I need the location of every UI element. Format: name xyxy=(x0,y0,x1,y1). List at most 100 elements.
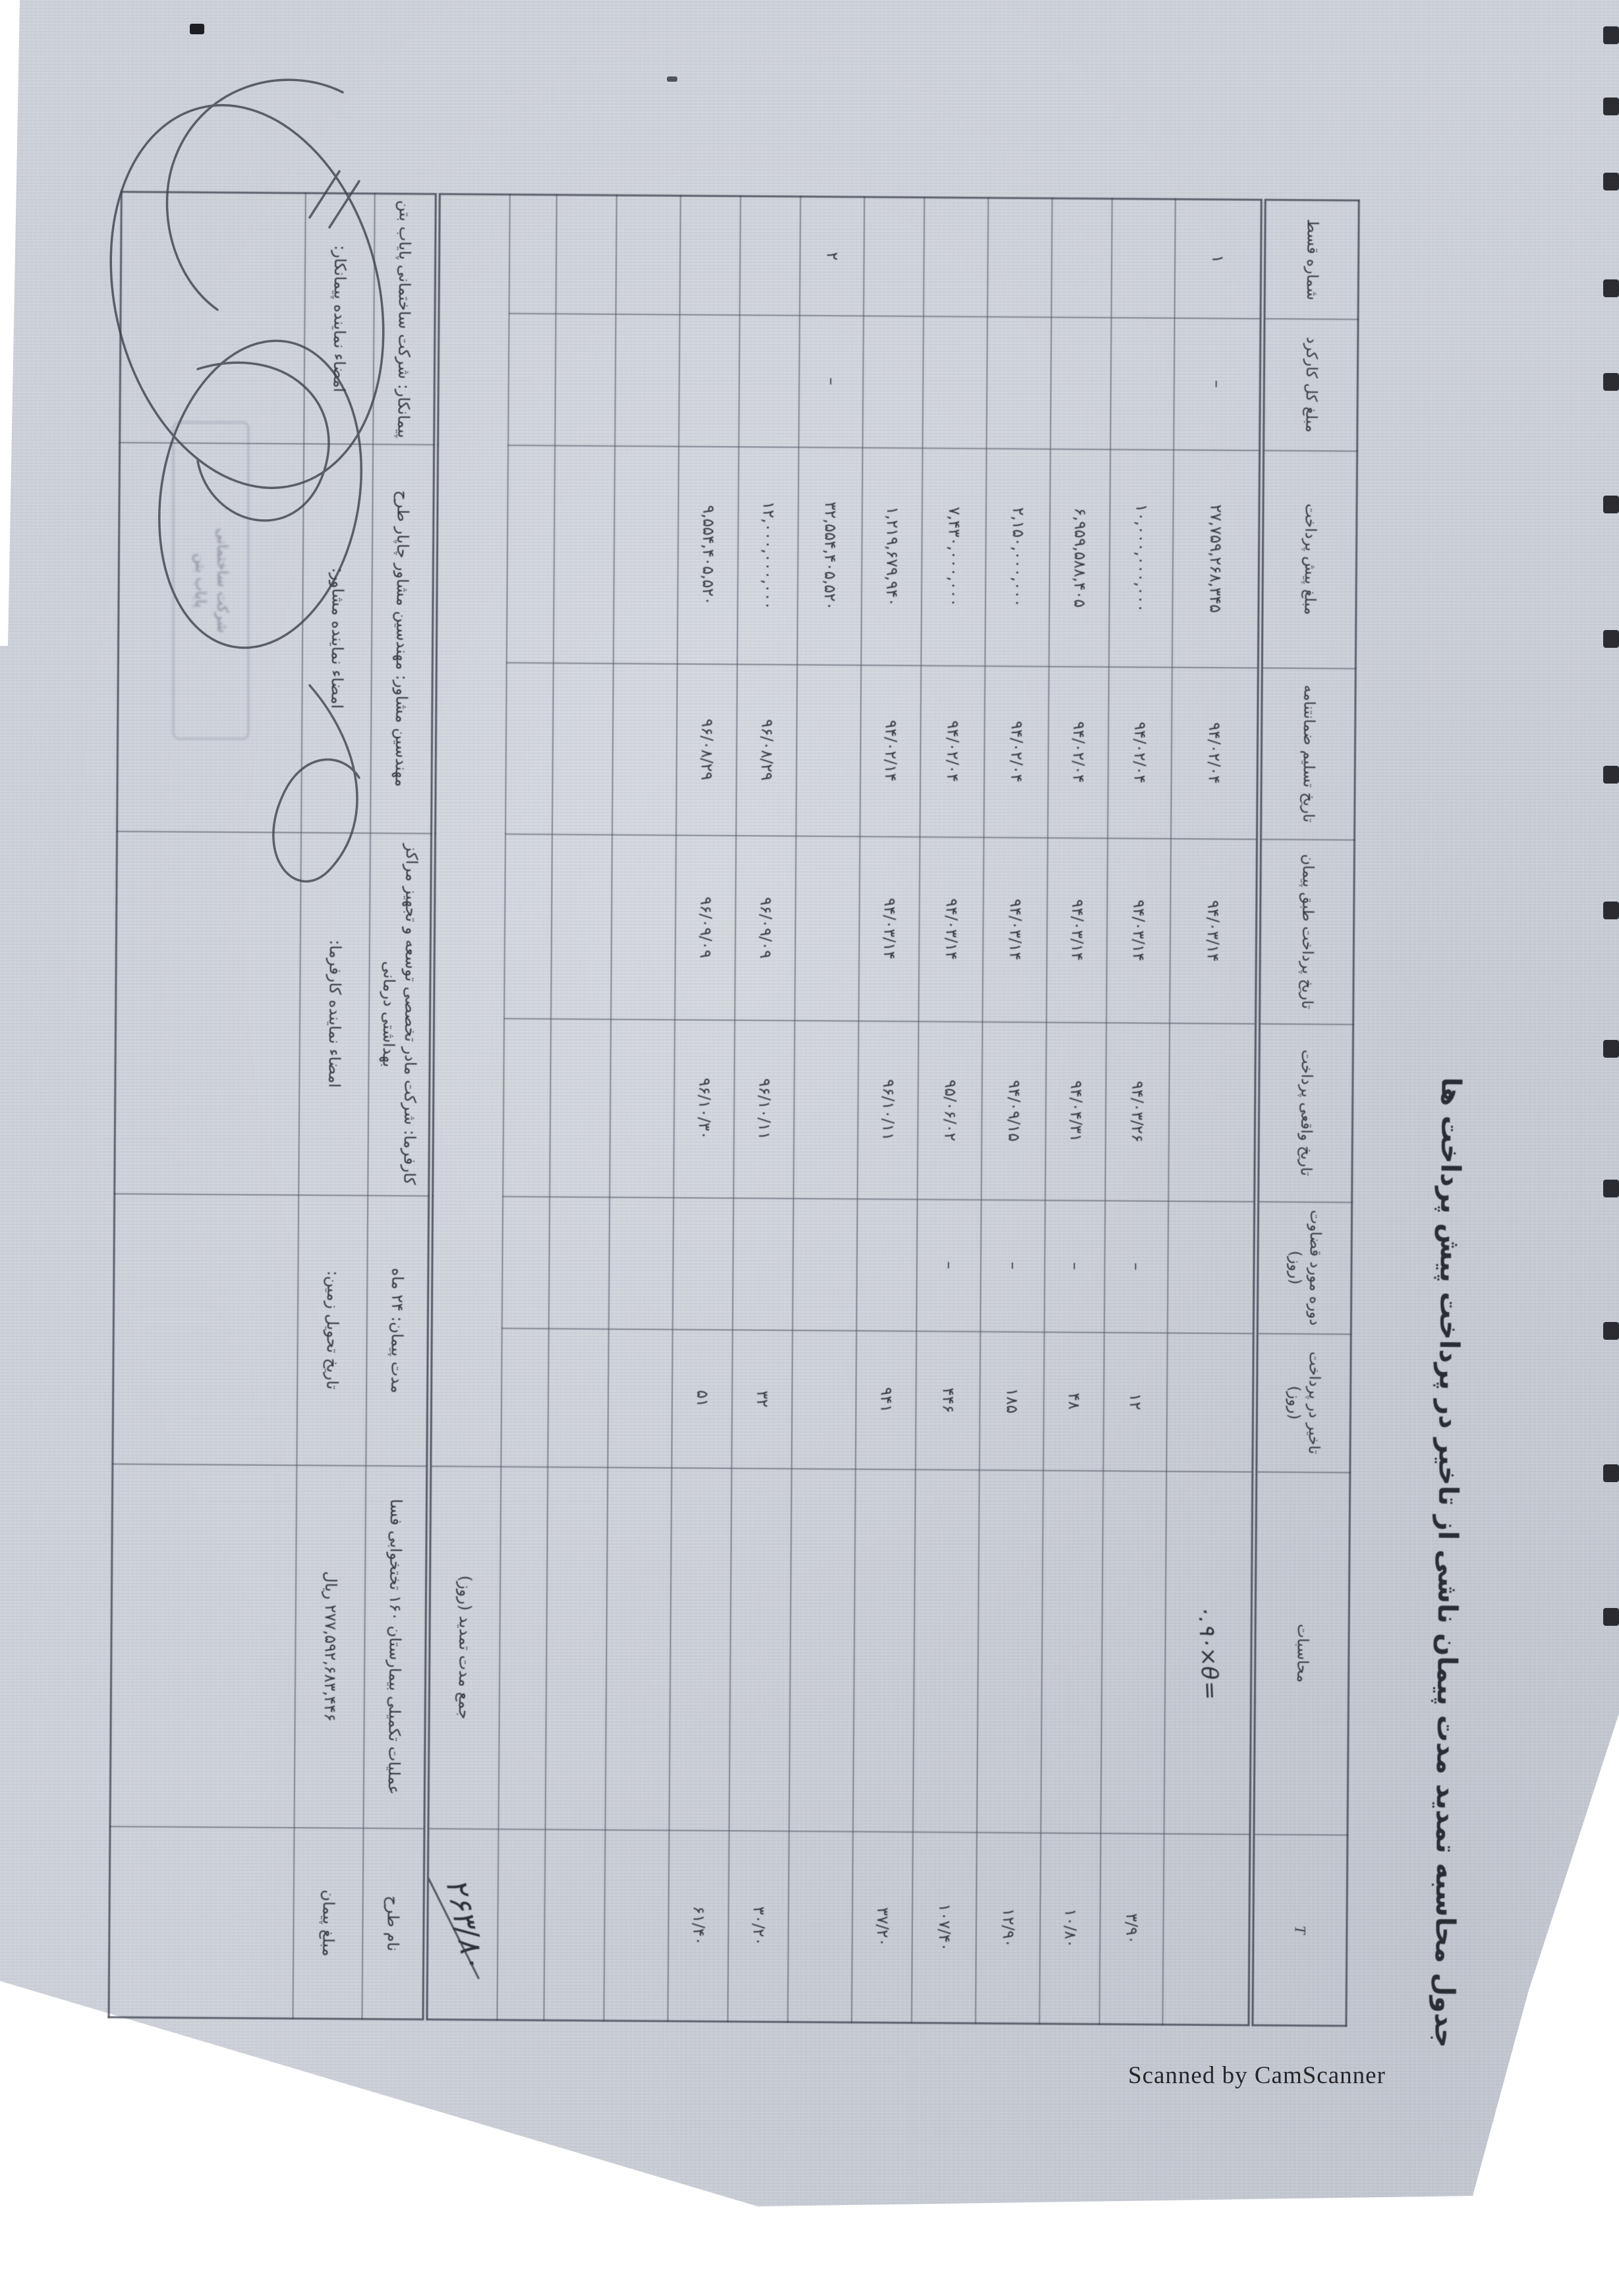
table-row: ۱,۲۱۹,۶۷۹,۹۴۰ ۹۴/۰۲/۱۴ ۹۴/۰۳/۱۴ ۹۶/۱۰/۱۱ ۹۴۱… xyxy=(851,196,925,2023)
table-header-cell: تاریخ تسلیم ضمانتنامه xyxy=(1259,668,1356,840)
table-cell: ۹۴/۰۳/۱۴ xyxy=(1106,838,1172,1023)
table-cell: ۹۶/۰۹/۰۹ xyxy=(735,835,797,1021)
table-cell xyxy=(497,1829,546,2021)
table-cell xyxy=(733,1197,794,1331)
project-info-row-cell: مهندسین مشاور: مهندسین مشاور چاپار طرح xyxy=(370,444,436,834)
sum-row-value: ۲۶۳/۸۰ xyxy=(424,1828,499,2021)
table-cell xyxy=(507,445,555,663)
table-header-cell: مبلغ کل کارکرد xyxy=(1261,318,1359,451)
table-cell: – xyxy=(1174,318,1263,451)
table-cell: ۹۴/۰۳/۱۴ xyxy=(1170,838,1259,1024)
table-cell: ۱۲ xyxy=(1103,1332,1168,1472)
table-cell: ۹۴۱ xyxy=(855,1330,917,1470)
sum-row: جمع مدت تمدید (روز) ۲۶۳/۸۰ xyxy=(424,194,511,2021)
table-row xyxy=(544,194,617,2021)
signature-row: امضاء نماینده پیمانکار: امضاء نماینده مشا… xyxy=(293,193,376,2019)
binder-mark xyxy=(1603,1040,1619,1058)
table-cell xyxy=(504,834,553,1019)
binder-mark xyxy=(1603,1180,1619,1197)
table-cell xyxy=(791,1330,857,1469)
table-cell xyxy=(505,662,554,834)
table-cell: ۳۲,۵۵۴,۴۰۵,۵۲۰ xyxy=(797,447,863,665)
table-cell: ۵۱ xyxy=(671,1329,733,1468)
project-info-row-cell: کارفرما: شرکت مادر تخصصی توسعه و تجهیز م… xyxy=(368,832,434,1196)
table-cell: ۳۰/۲۰ xyxy=(727,1830,790,2023)
table-cell: ۱۲,۰۰۰,۰۰۰,۰۰۰ xyxy=(737,446,799,665)
table-cell xyxy=(673,1197,734,1330)
table-cell: ۹۴/۰۳/۲۶ xyxy=(1105,1022,1170,1201)
table-row: ۱۲,۰۰۰,۰۰۰,۰۰۰ ۹۶/۰۸/۲۹ ۹۶/۰۹/۰۹ ۹۶/۱۰/۱۱ ۳۲… xyxy=(727,196,801,2023)
table-cell xyxy=(611,834,677,1019)
table-cell: ۹۶/۰۸/۲۹ xyxy=(676,663,738,836)
tail-row-cell xyxy=(112,1193,299,1465)
table-cell: – xyxy=(917,1199,982,1332)
table-cell: ۹۴/۰۹/۱۵ xyxy=(981,1021,1047,1200)
table-cell: ۲ xyxy=(800,196,865,316)
tail-row-cell xyxy=(109,1826,295,2019)
binder-mark xyxy=(1603,98,1619,115)
table-cell: ۴۸ xyxy=(1043,1331,1105,1471)
signature-row-cell: امضاء نماینده کارفرما: xyxy=(298,832,371,1195)
table-header-cell: تاریخ پرداخت طبق پیمان xyxy=(1257,839,1355,1025)
table-header-cell: محاسبات xyxy=(1251,1472,1350,1835)
binder-mark xyxy=(1603,496,1619,513)
table-cell: ۹۴/۰۳/۱۴ xyxy=(982,837,1048,1022)
table-cell: ۹۶/۱۰/۳۰ xyxy=(673,1019,735,1198)
table-cell: ۹۶/۰۹/۰۹ xyxy=(675,834,737,1020)
table-cell xyxy=(552,662,614,835)
table-header-cell: T xyxy=(1250,1834,1348,2026)
table-cell xyxy=(1112,198,1176,318)
binder-mark xyxy=(1603,373,1619,391)
table-cell xyxy=(789,1468,856,1831)
tail-row-cell xyxy=(119,192,306,444)
table-cell: ۰.۹۰×θ= xyxy=(1164,1471,1255,1835)
handwritten-total: ۲۶۳/۸۰ xyxy=(439,1875,493,1972)
table-cell: ۱ xyxy=(1175,199,1264,319)
signature-row-cell: مبلغ پیمان xyxy=(293,1827,364,2019)
table-cell xyxy=(853,1468,916,1832)
table-cell: ۳۲ xyxy=(731,1329,793,1469)
project-info-row-cell: عملیات تکمیلی بیمارستان ۱۶۰ تختخوابی فسا xyxy=(364,1465,429,1829)
table-row: ۲–۳۲,۵۵۴,۴۰۵,۵۲۰ xyxy=(787,196,865,2023)
table-row: ۹,۵۵۴,۴۰۵,۵۲۰ ۹۶/۰۸/۲۹ ۹۶/۰۹/۰۹ ۹۶/۱۰/۳۰ ۵۱ ۶… xyxy=(667,195,741,2022)
table-cell: – xyxy=(1104,1200,1169,1333)
table-cell xyxy=(610,1019,675,1197)
table-cell: ۱۸۵ xyxy=(979,1331,1045,1470)
table-cell: – xyxy=(980,1199,1046,1332)
binder-mark xyxy=(1603,902,1619,919)
table-cell xyxy=(1168,1023,1258,1202)
table-header-cell: شماره قسط xyxy=(1263,200,1359,320)
table-cell: ۹۶/۱۰/۱۱ xyxy=(857,1020,919,1199)
table-cell xyxy=(739,314,801,447)
table-header-cell: تاخیر در پرداخت (روز) xyxy=(1254,1333,1351,1473)
project-info-row-cell: پیمانکار: شرکت ساختمانی پایاب بتن xyxy=(373,193,438,445)
table-header-row: شماره قسط مبلغ کل کارکرد مبلغ پیش پرداخت تا… xyxy=(1250,200,1359,2026)
contractor-stamp: شرکت ساختمانی پایاب بتن xyxy=(173,422,249,739)
stamp-line-1: شرکت ساختمانی xyxy=(213,528,230,633)
table-cell: ۹,۵۵۴,۴۰۵,۵۲۰ xyxy=(677,445,739,664)
binder-mark xyxy=(1603,1322,1619,1340)
table-cell xyxy=(508,313,557,445)
table-cell: ۹۴/۰۲/۰۴ xyxy=(984,666,1050,838)
table-cell xyxy=(988,198,1053,317)
table-cell xyxy=(503,1018,552,1197)
signature-row-cell: امضاء نماینده پیمانکار: xyxy=(304,193,376,444)
table-cell: ۹۴/۰۴/۳۱ xyxy=(1045,1021,1107,1201)
table-cell: ۹۴/۰۲/۰۴ xyxy=(1171,667,1261,840)
table-cell: ۹۴/۰۲/۱۴ xyxy=(860,664,922,837)
table-cell xyxy=(501,1328,550,1467)
signature-row-cell: تاریخ تحویل زمین: xyxy=(297,1194,368,1466)
table-cell xyxy=(1168,1201,1257,1334)
table-cell xyxy=(986,316,1052,449)
table-cell xyxy=(857,1198,918,1331)
table-row: ۷,۴۳۰,۰۰۰,۰۰۰ ۹۴/۰۲/۰۴ ۹۴/۰۳/۱۴ ۹۵/۰۶/۰۲–۴۴… xyxy=(911,197,989,2024)
table-cell xyxy=(1100,1470,1167,1834)
table-cell xyxy=(924,197,989,317)
table-row: ۲,۱۵۰,۰۰۰,۰۰۰ ۹۴/۰۲/۰۴ ۹۴/۰۳/۱۴ ۹۴/۰۹/۱۵–۱۸… xyxy=(975,198,1053,2024)
table-cell: ۶۱/۴۰ xyxy=(667,1829,730,2022)
document-title: جدول محاسبه تمدید مدت پیمان ناشی از تاخی… xyxy=(1429,1077,1467,2048)
table-cell: ۶,۹۵۹,۵۸۸,۴۰۵ xyxy=(1049,448,1111,667)
table-cell xyxy=(544,1829,606,2021)
table-cell xyxy=(616,195,681,314)
